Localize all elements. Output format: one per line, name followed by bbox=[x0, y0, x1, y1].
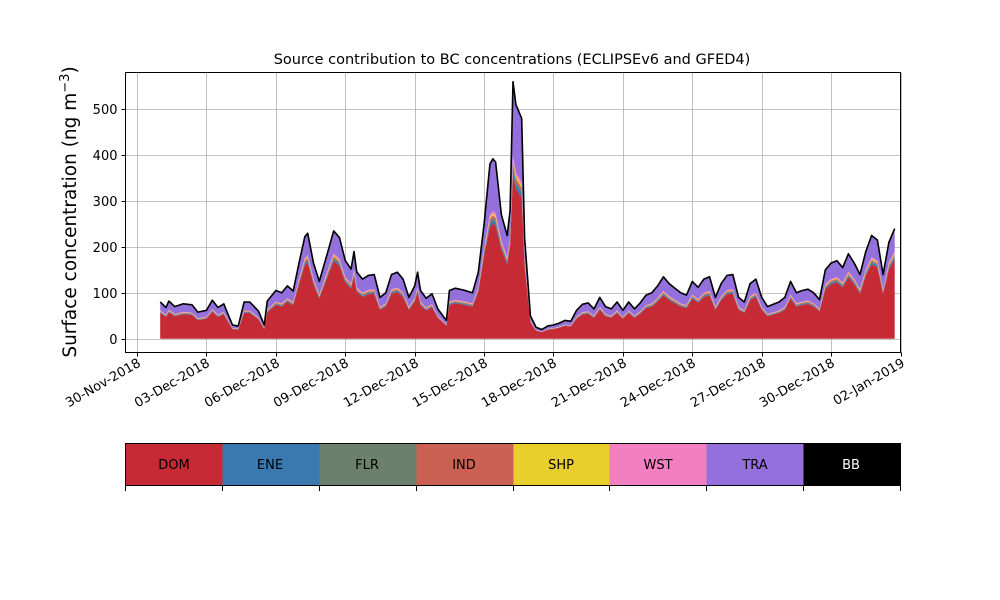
x-tick-label: 09-Dec-2018 bbox=[271, 356, 351, 411]
chart-title: Source contribution to BC concentrations… bbox=[274, 52, 751, 68]
area-layers bbox=[159, 80, 896, 339]
legend-label-tra: TRA bbox=[741, 458, 767, 473]
x-tick-label: 12-Dec-2018 bbox=[341, 356, 421, 411]
source-legend: DOM ENE FLR IND SHP WST TRA BB bbox=[125, 443, 901, 491]
legend-label-ind: IND bbox=[452, 458, 476, 473]
y-tick-label: 100 bbox=[93, 287, 118, 302]
y-tick-label: 0 bbox=[109, 333, 117, 348]
legend-swatch-shp bbox=[513, 443, 610, 486]
x-tick-label: 03-Dec-2018 bbox=[132, 356, 212, 411]
x-axis: 30-Nov-201803-Dec-201806-Dec-201809-Dec-… bbox=[63, 352, 908, 411]
legend-ticks bbox=[125, 485, 901, 491]
area-tra bbox=[160, 81, 895, 332]
x-tick-label: 24-Dec-2018 bbox=[618, 356, 698, 411]
x-tick-label: 06-Dec-2018 bbox=[202, 356, 282, 411]
area-dom bbox=[160, 174, 895, 339]
y-tick-label: 400 bbox=[93, 149, 118, 164]
y-axis-label-exponent: −3 bbox=[58, 74, 73, 93]
x-tick-label: 30-Nov-2018 bbox=[63, 356, 143, 411]
legend-swatch-ind bbox=[416, 443, 514, 486]
y-axis-label: Surface concentration (ng m−3) bbox=[58, 66, 81, 357]
x-tick-label: 30-Dec-2018 bbox=[757, 356, 837, 411]
legend-label-ene: ENE bbox=[257, 458, 283, 473]
x-tick-label: 18-Dec-2018 bbox=[479, 356, 559, 411]
legend-swatch-bb bbox=[803, 443, 901, 486]
y-axis-label-main: Surface concentration (ng m bbox=[60, 93, 81, 358]
legend-swatch-ene bbox=[222, 443, 320, 486]
legend-swatch-tra bbox=[706, 443, 804, 486]
legend-swatch-flr bbox=[319, 443, 417, 486]
legend-label-dom: DOM bbox=[158, 458, 189, 473]
legend-swatch-dom bbox=[125, 443, 223, 486]
x-tick-label: 21-Dec-2018 bbox=[549, 356, 629, 411]
y-tick-label: 200 bbox=[93, 241, 118, 256]
x-tick-label: 15-Dec-2018 bbox=[410, 356, 490, 411]
y-axis: 0 100 200 300 400 500 bbox=[93, 103, 126, 348]
legend-label-bb: BB bbox=[842, 458, 860, 473]
plot-frame bbox=[125, 72, 901, 353]
y-axis-label-close: ) bbox=[60, 66, 81, 73]
x-tick-label: 02-Jan-2019 bbox=[831, 356, 908, 409]
total-line bbox=[159, 80, 896, 331]
y-tick-label: 300 bbox=[93, 195, 118, 210]
y-tick-label: 500 bbox=[93, 103, 118, 118]
legend-label-flr: FLR bbox=[355, 458, 379, 473]
legend-swatch-wst bbox=[609, 443, 707, 486]
legend-label-shp: SHP bbox=[548, 458, 574, 473]
x-tick-label: 27-Dec-2018 bbox=[688, 356, 768, 411]
legend-label-wst: WST bbox=[643, 458, 672, 473]
